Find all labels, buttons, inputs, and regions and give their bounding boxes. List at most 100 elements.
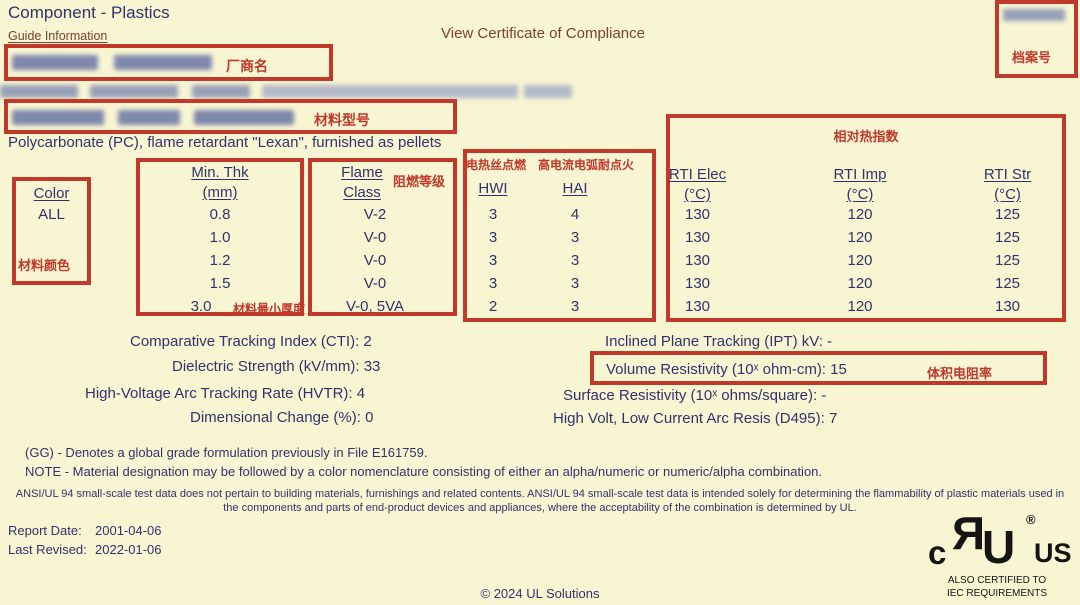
cell-flame: V-0, 5VA	[345, 298, 405, 315]
note-color-nomenclature: NOTE - Material designation may be follo…	[25, 464, 823, 479]
cell-hwi: 3	[488, 252, 498, 269]
cell-elec: 130	[684, 252, 711, 269]
column-header-rti-str-unit: (°C)	[994, 186, 1021, 203]
prop-dielectric-label: Dielectric Strength (kV/mm):	[172, 358, 360, 375]
redacted-address	[262, 85, 518, 98]
cell-hai: 3	[570, 298, 580, 315]
redacted-address	[192, 85, 250, 98]
cell-str: 125	[994, 275, 1021, 292]
redacted-file-number	[1003, 9, 1065, 21]
column-header-rti-elec-unit: (°C)	[684, 186, 711, 203]
cell-hai: 3	[570, 252, 580, 269]
prop-ipt-label: Inclined Plane Tracking (IPT) kV:	[605, 333, 823, 350]
column-header-rti-elec: RTI Elec	[668, 166, 727, 183]
logo-us: US	[1034, 538, 1072, 568]
annotation-box-manufacturer: 厂商名	[4, 44, 333, 81]
material-description: Polycarbonate (PC), flame retardant "Lex…	[8, 134, 442, 151]
cell-str: 125	[994, 229, 1021, 246]
prop-surface-resistivity: Surface Resistivity (10ˣ ohms/square): -	[563, 387, 826, 404]
prop-dimensional-change-value: 0	[365, 409, 374, 426]
prop-cti-label: Comparative Tracking Index (CTI):	[130, 333, 360, 350]
logo-c-canada: c	[928, 534, 947, 571]
cell-imp: 120	[847, 252, 873, 269]
cell-str: 125	[994, 252, 1021, 269]
cul-us-logo: c Я U ® US ALSO CERTIFIED TO IEC REQUIRE…	[922, 507, 1080, 604]
cell-hwi: 3	[488, 275, 498, 292]
cell-hai: 3	[570, 229, 580, 246]
prop-volume-resistivity-value: 15	[830, 361, 847, 378]
column-header-rti-str: RTI Str	[983, 166, 1032, 183]
cell-hwi: 2	[488, 298, 498, 315]
cell-flame: V-0	[363, 229, 387, 246]
prop-d495-label: High Volt, Low Current Arc Resis (D495):	[553, 410, 825, 427]
cell-imp: 120	[847, 206, 873, 223]
flame-rating-annotation-label: 阻燃等级	[393, 174, 446, 189]
ul-mark-u: U	[982, 521, 1016, 573]
hwi-annotation-label: 电热丝点燃	[466, 158, 527, 172]
prop-volume-resistivity-label: Volume Resistivity (10ˣ ohm-cm):	[606, 361, 826, 378]
volume-resistivity-annotation-label: 体积电阻率	[927, 366, 993, 381]
logo-cert-line2: IEC REQUIREMENTS	[946, 588, 1047, 599]
annotation-box-flame-class	[308, 158, 457, 316]
color-annotation-label: 材料颜色	[18, 258, 71, 273]
cell-flame: V-0	[363, 275, 387, 292]
redacted-material-model	[12, 110, 104, 125]
annotation-box-min-thickness	[136, 158, 304, 316]
cell-elec: 130	[684, 275, 711, 292]
cell-hai: 4	[570, 206, 580, 223]
cell-elec: 130	[684, 298, 711, 315]
cell-elec: 130	[684, 229, 711, 246]
cell-imp: 120	[847, 229, 873, 246]
column-header-flame-class: Class	[343, 184, 381, 201]
prop-cti-value: 2	[363, 333, 372, 350]
rti-annotation-label: 相对热指数	[833, 129, 899, 144]
redacted-address	[0, 85, 78, 98]
prop-hvtr-label: High-Voltage Arc Tracking Rate (HVTR):	[85, 385, 353, 402]
column-header-hai: HAI	[562, 180, 588, 197]
column-header-min-thk-unit: (mm)	[202, 184, 238, 201]
prop-volume-resistivity: Volume Resistivity (10ˣ ohm-cm): 15	[606, 361, 847, 378]
min-thickness-annotation-label: 材料最小厚度	[233, 302, 306, 316]
annotation-box-material-model: 材料型号	[4, 99, 457, 134]
color-value: ALL	[38, 206, 65, 223]
cell-thk: 0.8	[209, 206, 231, 223]
cell-thk: 3.0	[190, 298, 212, 315]
redacted-manufacturer-name	[12, 55, 98, 70]
prop-d495-value: 7	[828, 410, 838, 427]
column-header-rti-imp: RTI Imp	[833, 166, 887, 183]
annotation-box-file-number: 档案号	[995, 0, 1078, 78]
annotation-box-volume-resistivity: Volume Resistivity (10ˣ ohm-cm): 15 体积电阻…	[590, 351, 1047, 385]
last-revised-label: Last Revised:	[8, 542, 87, 557]
prop-dimensional-change-label: Dimensional Change (%):	[190, 409, 361, 426]
logo-cert-line1: ALSO CERTIFIED TO	[947, 575, 1047, 586]
prop-dimensional-change: Dimensional Change (%): 0	[190, 409, 373, 426]
hai-annotation-label: 高电流电弧耐点火	[538, 158, 635, 172]
prop-cti: Comparative Tracking Index (CTI): 2	[130, 333, 372, 350]
note-gg: (GG) - Denotes a global grade formulatio…	[25, 445, 428, 460]
view-certificate-link[interactable]: View Certificate of Compliance	[441, 25, 645, 42]
column-header-rti-imp-unit: (°C)	[846, 186, 874, 203]
manufacturer-annotation-label: 厂商名	[226, 58, 268, 74]
prop-dielectric-value: 33	[363, 358, 381, 375]
cell-thk: 1.2	[209, 252, 231, 269]
annotation-box-hwi-hai	[463, 149, 656, 322]
redacted-material-model	[118, 110, 180, 125]
cell-elec: 130	[684, 206, 711, 223]
annotation-box-color	[12, 177, 91, 285]
annotation-box-rti	[666, 114, 1066, 322]
cell-imp: 120	[847, 298, 873, 315]
material-model-annotation-label: 材料型号	[314, 112, 370, 128]
redacted-address	[90, 85, 178, 98]
prop-hvtr-value: 4	[356, 385, 366, 402]
prop-ipt: Inclined Plane Tracking (IPT) kV: -	[605, 333, 832, 350]
cell-thk: 1.5	[209, 275, 231, 292]
redacted-manufacturer-name	[114, 55, 212, 70]
guide-information-link[interactable]: Guide Information	[8, 29, 108, 43]
redacted-address	[524, 85, 572, 98]
cell-flame: V-2	[363, 206, 387, 223]
copyright: © 2024 UL Solutions	[480, 586, 600, 601]
last-revised-value: 2022-01-06	[95, 542, 162, 557]
cell-hwi: 3	[488, 206, 498, 223]
cell-flame: V-0	[363, 252, 387, 269]
